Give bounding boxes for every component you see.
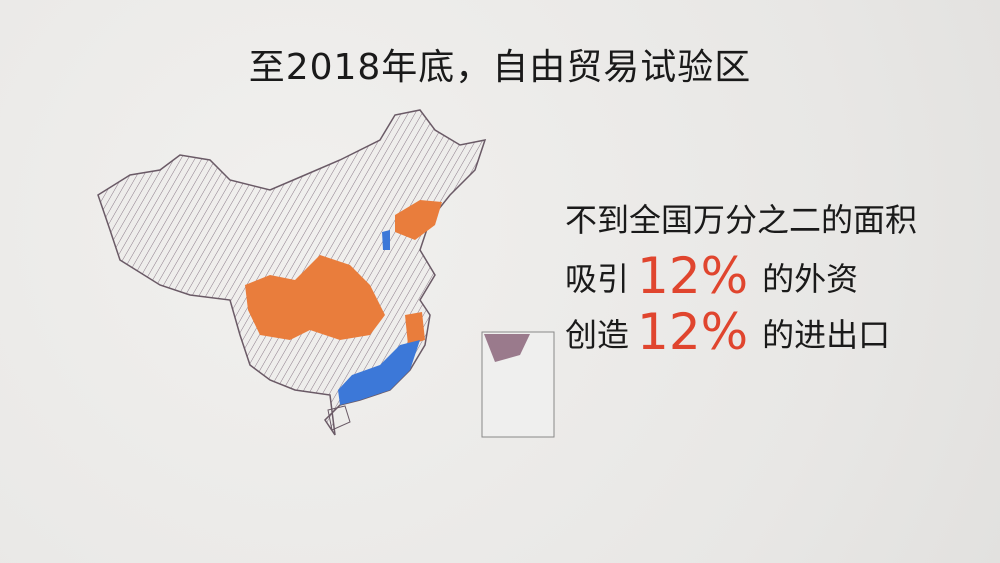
- stat-suffix: 的外资: [762, 260, 859, 298]
- stats-panel: 不到全国万分之二的面积 吸引 12% 的外资 创造 12% 的进出口: [565, 192, 917, 360]
- ftz-fujian-guangdong: [338, 340, 420, 405]
- stat-trade: 创造 12% 的进出口: [565, 304, 917, 360]
- page-title: 至2018年底，自由贸易试验区: [248, 47, 752, 88]
- stat-suffix: 的进出口: [762, 316, 891, 354]
- stat-value: 12%: [637, 247, 749, 305]
- ftz-beijing: [382, 230, 390, 250]
- ftz-central: [245, 255, 385, 340]
- stat-prefix: 创造: [565, 316, 630, 354]
- stat-value: 12%: [637, 303, 749, 361]
- ftz-liaoning: [395, 200, 442, 240]
- stat-foreign-investment: 吸引 12% 的外资: [565, 248, 917, 304]
- stat-area: 不到全国万分之二的面积: [565, 201, 918, 239]
- china-map: [97, 109, 555, 438]
- ftz-hainan: [327, 405, 351, 431]
- ftz-zhejiang: [405, 312, 425, 345]
- map-mainland: [97, 109, 487, 436]
- stat-prefix: 吸引: [565, 260, 630, 298]
